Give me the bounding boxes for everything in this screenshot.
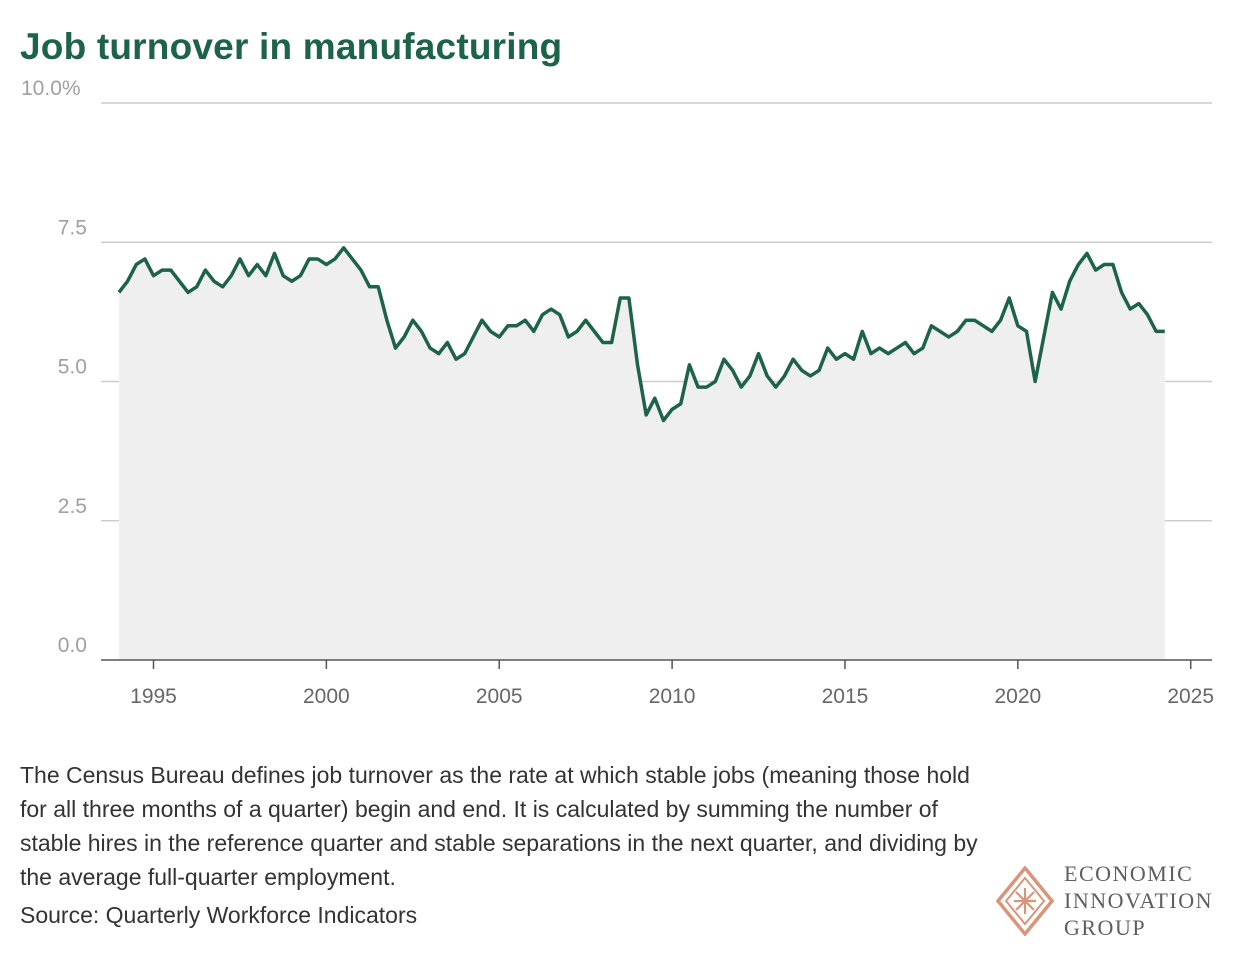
- x-tick-label-5: 2020: [994, 685, 1041, 708]
- y-tick-label-0: 0.0: [58, 634, 87, 657]
- x-tick-label-6: 2025: [1167, 685, 1214, 708]
- chart-note: The Census Bureau defines job turnover a…: [20, 762, 978, 890]
- series-line: [117, 246, 1165, 423]
- eig-diamond-icon: [996, 866, 1054, 936]
- line-chart: 0.0 2.5 5.0 7.5 10.0% 1995 2000 2005 2010 2015 202…: [21, 77, 1214, 708]
- chart-source: Source: Quarterly Workforce Indicators: [20, 902, 418, 928]
- logo-line-1: ECONOMIC: [1064, 861, 1194, 886]
- x-tick-label-1: 2000: [303, 685, 350, 708]
- logo-line-3: GROUP: [1064, 915, 1147, 940]
- x-tick-label-4: 2015: [822, 685, 869, 708]
- chart-title: Job turnover in manufacturing: [20, 26, 563, 67]
- y-tick-label-1: 2.5: [58, 495, 87, 518]
- eig-logo-text: ECONOMIC INNOVATION GROUP: [1064, 860, 1213, 941]
- series-area-fill: [118, 247, 1165, 660]
- x-axis: [101, 659, 1212, 669]
- tick-labels: 0.0 2.5 5.0 7.5 10.0% 1995 2000 2005 2010 2015 202…: [21, 77, 1214, 708]
- y-tick-label-4: 10.0%: [21, 77, 81, 100]
- x-tick-label-2: 2005: [476, 685, 523, 708]
- x-tick-label-0: 1995: [130, 685, 177, 708]
- y-tick-label-2: 5.0: [58, 356, 87, 379]
- logo-line-2: INNOVATION: [1064, 888, 1214, 913]
- y-tick-label-3: 7.5: [58, 216, 87, 239]
- x-tick-label-3: 2010: [649, 685, 696, 708]
- eig-logo: ECONOMIC INNOVATION GROUP: [996, 860, 1232, 942]
